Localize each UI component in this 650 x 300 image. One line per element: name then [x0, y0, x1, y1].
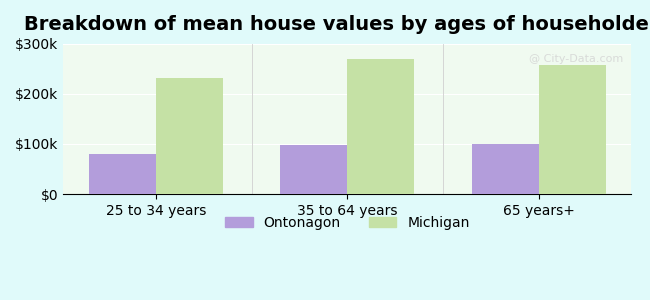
Title: Breakdown of mean house values by ages of householders: Breakdown of mean house values by ages o…	[24, 15, 650, 34]
Legend: Ontonagon, Michigan: Ontonagon, Michigan	[219, 210, 475, 235]
Bar	[89, 154, 156, 194]
Text: @ City-Data.com: @ City-Data.com	[529, 54, 623, 64]
Bar	[539, 65, 606, 194]
Bar	[347, 59, 414, 194]
Bar	[472, 144, 539, 194]
Bar	[280, 146, 347, 194]
Bar	[156, 78, 223, 194]
